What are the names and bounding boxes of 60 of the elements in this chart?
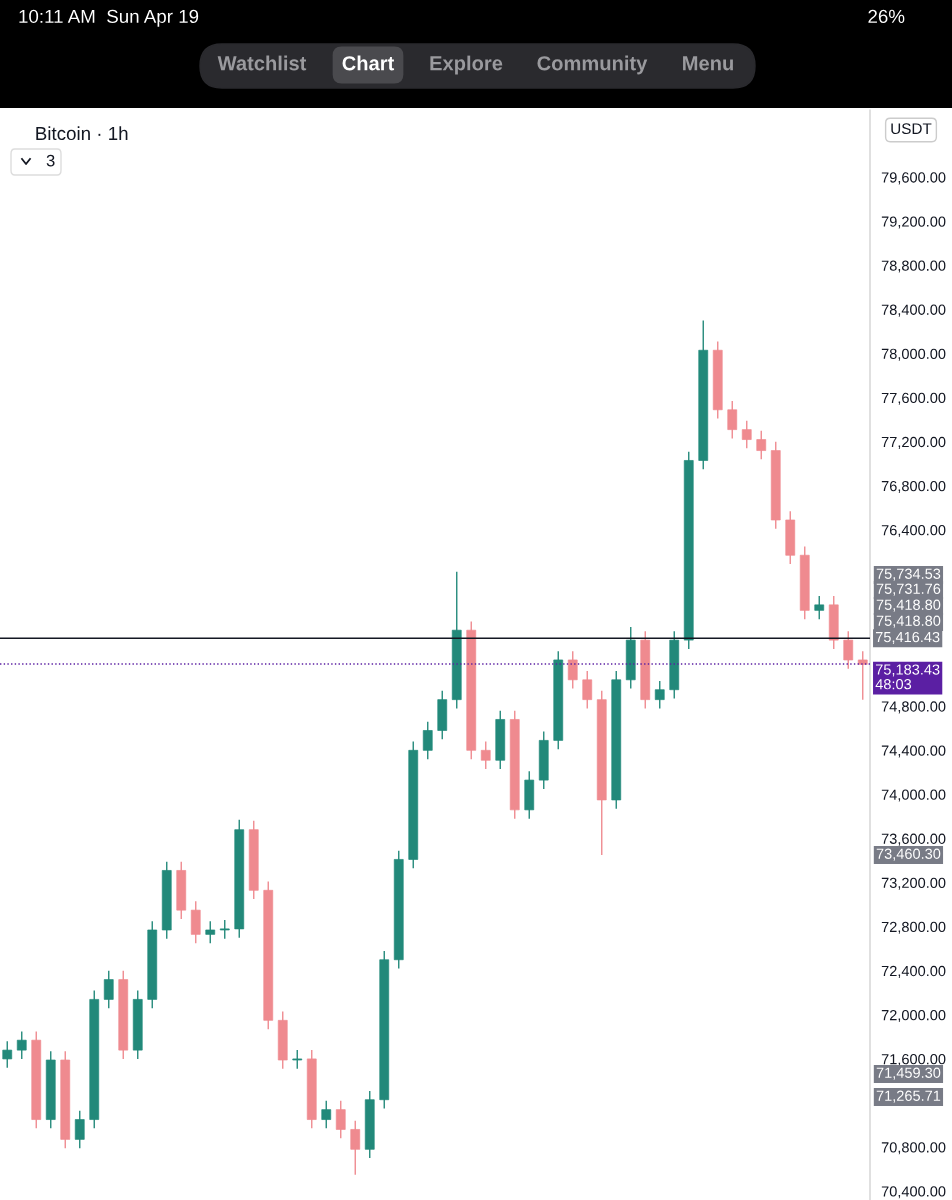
candlestick bbox=[321, 1100, 332, 1130]
candlestick bbox=[103, 970, 114, 1009]
candlestick bbox=[814, 595, 825, 620]
text: 75,731.76 bbox=[876, 583, 941, 596]
candlestick bbox=[2, 1040, 13, 1069]
candlestick bbox=[74, 1110, 85, 1149]
candlestick bbox=[292, 1049, 303, 1070]
text: 75,418.80 bbox=[876, 599, 941, 612]
candlestick bbox=[16, 1030, 27, 1060]
y-tick-label: 73,200.00 bbox=[881, 877, 946, 890]
y-tick-label: 78,800.00 bbox=[881, 260, 946, 273]
y-axis-title: USDT bbox=[891, 123, 932, 135]
text: Menu bbox=[683, 56, 733, 71]
candlestick bbox=[480, 740, 491, 770]
y-tick-label: 72,800.00 bbox=[881, 921, 946, 934]
text: 71,459.30 bbox=[876, 1067, 941, 1080]
candlestick bbox=[205, 920, 216, 944]
candlestick bbox=[741, 420, 752, 450]
y-tick-label: 78,000.00 bbox=[881, 348, 946, 361]
candlestick bbox=[219, 919, 230, 940]
y-tick-label: 74,800.00 bbox=[881, 701, 946, 714]
candlestick bbox=[567, 650, 578, 690]
text: Explore bbox=[430, 55, 503, 75]
ref-line-label: 75,416.43 bbox=[875, 631, 940, 644]
y-tick-label: 79,600.00 bbox=[881, 172, 946, 185]
candlestick bbox=[843, 630, 854, 670]
y-tick-label: 76,400.00 bbox=[881, 525, 946, 538]
candlestick bbox=[654, 680, 665, 710]
text: Bitcoin · 1h bbox=[36, 126, 128, 141]
annotation: 3 bbox=[46, 154, 55, 167]
y-tick-label: 74,000.00 bbox=[881, 789, 946, 802]
y-tick-label: 77,200.00 bbox=[881, 436, 946, 449]
candlestick bbox=[422, 720, 433, 760]
text: 10:11 AM Sun Apr 19 bbox=[19, 9, 199, 27]
text: 75,734.53 bbox=[876, 568, 941, 581]
text: 75,418.80 bbox=[876, 615, 941, 628]
y-tick-label: 78,400.00 bbox=[881, 304, 946, 317]
y-tick-label: 72,000.00 bbox=[881, 1009, 946, 1022]
candlestick bbox=[335, 1100, 346, 1139]
y-tick-label: 70,800.00 bbox=[881, 1142, 946, 1155]
candlestick bbox=[857, 650, 868, 701]
text: 71,265.71 bbox=[876, 1090, 941, 1103]
y-tick-label: 71,600.00 bbox=[881, 1054, 946, 1067]
y-tick-label: 73,600.00 bbox=[881, 833, 946, 846]
candlestick bbox=[756, 430, 767, 461]
y-tick-label: 70,400.00 bbox=[881, 1186, 946, 1199]
candlestick bbox=[350, 1119, 361, 1176]
candlestick bbox=[727, 400, 738, 440]
text: Community bbox=[537, 55, 648, 75]
y-tick-label: 72,400.00 bbox=[881, 965, 946, 978]
y-tick-label: 74,400.00 bbox=[881, 745, 946, 758]
text: 26% bbox=[868, 9, 905, 24]
text: Watchlist bbox=[217, 55, 307, 71]
text: Chart bbox=[342, 55, 395, 71]
text: 73,460.30 bbox=[876, 848, 941, 861]
candlestick bbox=[582, 670, 593, 710]
ref-line-label: 75,183.43 48:03 bbox=[875, 664, 940, 690]
y-tick-label: 77,600.00 bbox=[881, 392, 946, 405]
y-tick-label: 76,800.00 bbox=[881, 480, 946, 493]
y-tick-label: 79,200.00 bbox=[881, 216, 946, 229]
